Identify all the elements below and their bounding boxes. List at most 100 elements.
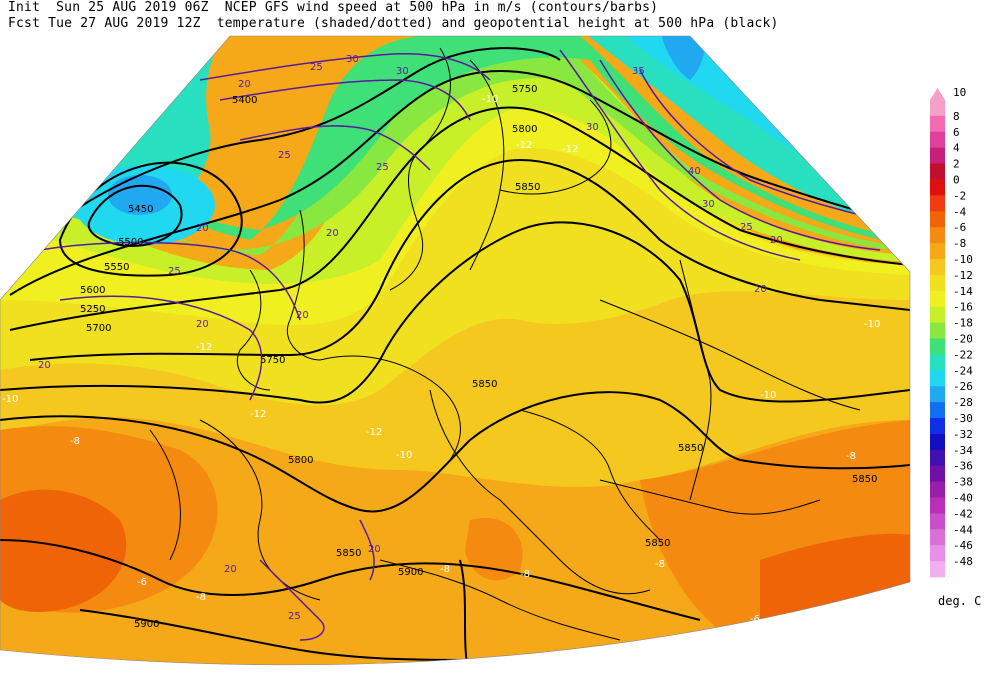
colorbar-tick-label: -34 [953,444,973,457]
colorbar-swatch [930,386,945,403]
wind-label: 40 [688,166,701,177]
temp-label: -12 [562,144,578,155]
temp-label: -8 [70,436,80,447]
wind-label: 30 [586,122,599,133]
colorbar-swatch [930,195,945,212]
height-label: 5900 [134,619,159,630]
colorbar-swatch [930,497,945,514]
height-label: 5500 [118,237,143,248]
colorbar-tick-label: -38 [953,476,973,489]
wind-label: 25 [288,611,301,622]
colorbar-swatch [930,211,945,228]
height-label: 5850 [336,548,361,559]
colorbar-tick-label: -24 [953,364,973,377]
colorbar-tick-label: -28 [953,396,973,409]
height-label: 5550 [104,262,129,273]
temp-label: -12 [516,140,532,151]
wind-label: 25 [310,62,323,73]
wind-label: 20 [368,544,381,555]
wind-label: 25 [168,266,181,277]
colorbar-tick-label: -48 [953,555,973,568]
colorbar-swatch [930,418,945,435]
colorbar-swatch [930,354,945,371]
height-label: 5750 [260,355,285,366]
colorbar-tick-label: 6 [953,126,960,139]
colorbar-swatch [930,163,945,180]
temp-label: -12 [250,409,266,420]
height-label: 5800 [512,124,537,135]
wind-label: 20 [196,319,209,330]
height-label: 5450 [128,204,153,215]
colorbar-arrow [930,88,945,100]
wind-labels: 25 25 20 25 25 20 20 20 30 30 35 30 40 3… [38,54,783,622]
height-label: 5800 [288,455,313,466]
wind-label: 30 [396,66,409,77]
wind-label: 20 [326,228,339,239]
colorbar-tick-label: 4 [953,142,960,155]
height-label: 5900 [398,567,423,578]
colorbar-tick-label: -32 [953,428,973,441]
wind-label: 25 [278,150,291,161]
colorbar-tick-label: -20 [953,333,973,346]
colorbar-swatch [930,561,945,578]
map-border [0,35,911,666]
colorbar-tick-label: 8 [953,110,960,123]
colorbar-swatch [930,433,945,451]
colorbar-swatch [930,402,945,419]
temp-label: -8 [440,564,450,575]
height-label: 5850 [645,538,670,549]
wind-contours [39,49,881,641]
colorbar-tick-label: -40 [953,492,973,505]
colorbar-tick-label: -26 [953,380,973,393]
temp-label: -10 [396,450,412,461]
height-contours [0,47,910,665]
colorbar-swatch [930,259,945,276]
colorbar-tick-label: -22 [953,348,973,361]
wind-label: 20 [770,235,783,246]
temp-label: -10 [2,394,18,405]
temp-label: -10 [482,94,498,105]
wind-label: 20 [38,360,51,371]
wind-label: 20 [296,310,309,321]
colorbar-tick-label: -46 [953,539,973,552]
colorbar-swatch [930,179,945,196]
height-label: 5850 [472,379,497,390]
temp-label: -8 [196,592,206,603]
colorbar-tick-label: 0 [953,174,960,187]
colorbar-swatch [930,322,945,339]
colorbar-swatch [930,243,945,260]
coastlines [149,47,861,641]
temp-label: -8 [655,559,665,570]
colorbar-swatch [930,338,945,355]
colorbar-tick-label: -4 [953,205,967,218]
wind-label: 20 [754,284,767,295]
colorbar-tick-label: -2 [953,189,966,202]
temp-label: -8 [520,569,530,580]
wind-label: 25 [376,162,389,173]
wind-label: 20 [238,79,251,90]
temp-label: -6 [137,577,147,588]
height-label: 5400 [232,95,257,106]
colorbar-swatch [930,513,945,530]
colorbar-swatch [930,545,945,562]
height-label: 5850 [678,443,703,454]
height-label: 5700 [86,323,111,334]
colorbar-swatch [930,274,945,292]
wind-label: 20 [196,223,209,234]
colorbar-swatch [930,290,945,308]
colorbar-tick-label: -44 [953,523,973,536]
height-label: 5850 [515,182,540,193]
colorbar-swatch [930,227,945,244]
colorbar-tick-label: -6 [953,221,966,234]
wind-label: 30 [346,54,359,65]
colorbar-tick-label: 10 [953,86,966,99]
colorbar-swatch [930,481,945,498]
wind-label: 20 [224,564,237,575]
colorbar-swatch [930,115,945,133]
colorbar-tick-label: -16 [953,301,973,314]
colorbar-tick-label: -36 [953,460,973,473]
colorbar-swatch [930,100,945,117]
temp-label: -8 [846,451,856,462]
